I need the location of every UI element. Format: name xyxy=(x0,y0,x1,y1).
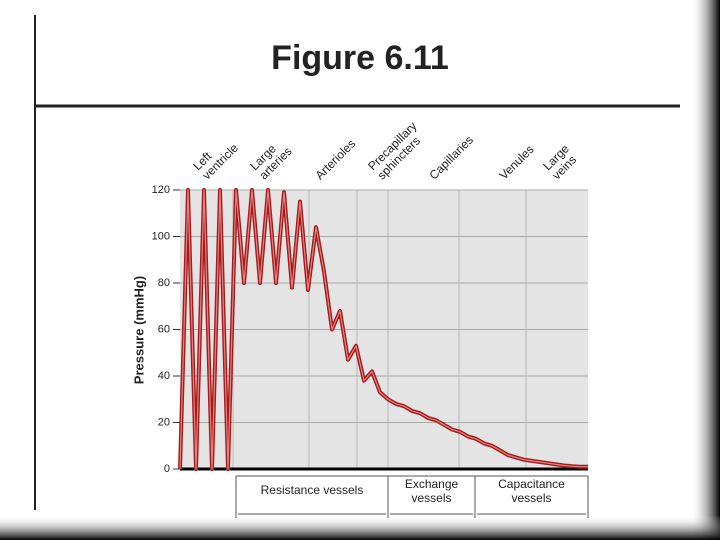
y-tick-label: 80 xyxy=(158,277,170,289)
y-tick-label: 40 xyxy=(158,370,170,382)
slide-shadow xyxy=(690,0,720,540)
group-label: Capacitance xyxy=(498,477,565,491)
y-tick-label: 20 xyxy=(158,416,170,428)
segment-label-line: Capillaries xyxy=(426,133,476,183)
y-tick-label: 100 xyxy=(152,230,170,242)
group-label: Resistance vessels xyxy=(261,483,364,497)
y-tick-label: 60 xyxy=(158,323,170,335)
segment-label: Arterioles xyxy=(312,137,358,183)
segment-label-line: Venules xyxy=(496,142,536,182)
group-label: vessels xyxy=(411,491,451,505)
pressure-line-highlight xyxy=(179,189,588,470)
segment-label-line: Arterioles xyxy=(312,137,358,183)
segment-label: Venules xyxy=(496,142,536,182)
slide-title: Figure 6.11 xyxy=(271,39,449,77)
group-label: Exchange xyxy=(405,477,459,491)
y-axis-label: Pressure (mmHg) xyxy=(131,276,146,384)
group-label: vessels xyxy=(511,491,551,505)
slide-shadow xyxy=(0,515,720,540)
y-tick-label: 120 xyxy=(152,184,170,196)
segment-label: Capillaries xyxy=(426,133,476,183)
y-tick-label: 0 xyxy=(164,463,170,475)
